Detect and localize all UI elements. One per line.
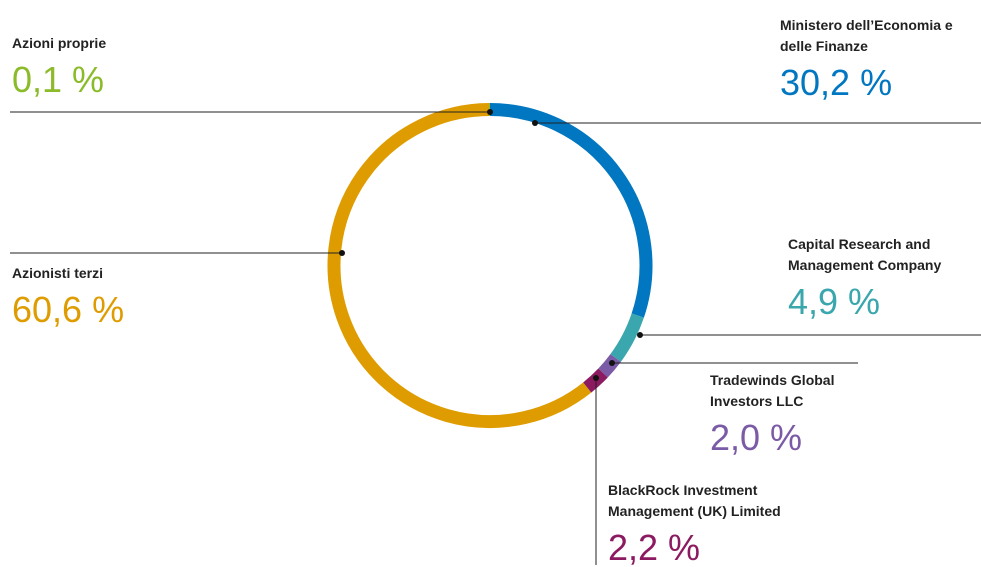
category-name: Azioni proprie [12,35,107,51]
slice-label: Tradewinds Global Investors LLC 2,0 % [710,370,860,458]
donut-segment [598,354,621,378]
leader-dot [637,332,643,338]
slice-label: Azioni proprie 0,1 % [12,33,212,100]
value-label: 60,6 % [12,289,125,330]
category-name: BlackRock Investment Management (UK) Lim… [608,482,781,519]
donut-segment [610,313,644,362]
leader-dot [609,360,615,366]
category-name: Azionisti terzi [12,265,104,281]
slice-label: Capital Research and Management Company 4… [788,234,980,322]
value-label: 4,9 % [788,281,881,322]
category-name: Ministero dell’Economia e delle Finanze [780,17,953,54]
category-name: Capital Research and Management Company [788,236,942,273]
slice-label: Azionisti terzi 60,6 % [12,263,212,330]
leader-dot [532,120,538,126]
leader-dot [339,250,345,256]
category-name: Tradewinds Global Investors LLC [710,372,835,409]
donut-segment [489,103,653,318]
value-label: 2,2 % [608,527,701,567]
value-label: 30,2 % [780,62,893,103]
slice-label: Ministero dell’Economia e delle Finanze 3… [780,15,980,103]
value-label: 2,0 % [710,417,803,458]
value-label: 0,1 % [12,59,105,100]
donut-segment [327,103,592,428]
slice-label: BlackRock Investment Management (UK) Lim… [608,480,808,567]
leader-dot [487,109,493,115]
leader-dot [593,375,599,381]
